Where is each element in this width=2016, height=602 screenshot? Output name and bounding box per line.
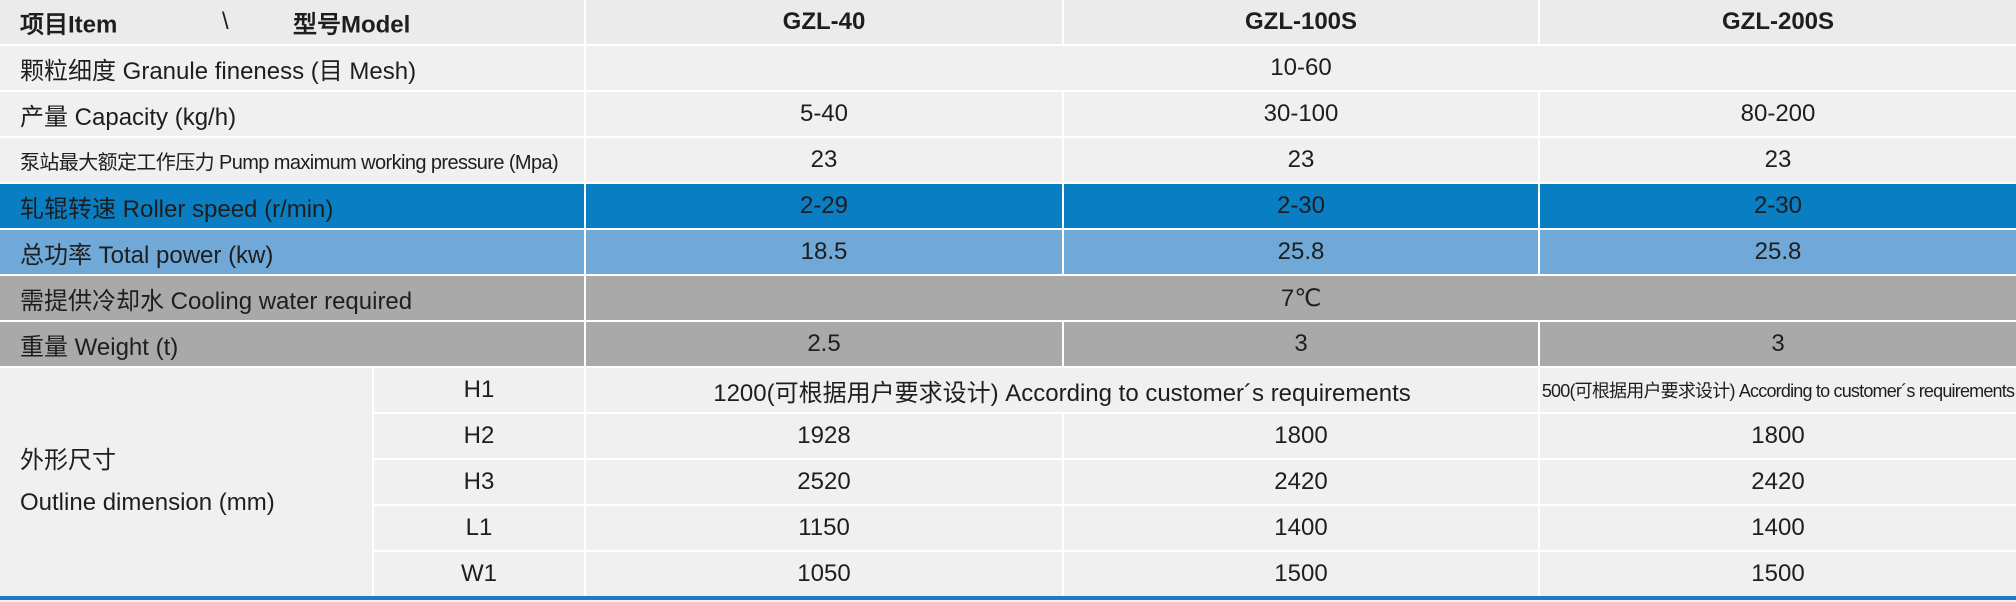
dimension-label-en: Outline dimension (mm) bbox=[20, 489, 275, 516]
dimension-sub-label: W1 bbox=[373, 550, 586, 599]
row-value: 7℃ bbox=[584, 274, 2016, 322]
dimension-label-cn: 外形尺寸 bbox=[20, 447, 116, 474]
dimension-row: H3 2520 2420 2420 bbox=[0, 458, 2016, 506]
dimension-sub-label: H2 bbox=[373, 412, 586, 460]
dimension-value: 1928 bbox=[584, 412, 1064, 460]
dimension-value: 2420 bbox=[1062, 458, 1540, 506]
row-value: 5-40 bbox=[584, 90, 1064, 138]
dimension-value: 1400 bbox=[1062, 504, 1540, 552]
model-name: GZL-40 bbox=[584, 0, 1064, 46]
dimension-value: 1500 bbox=[1062, 550, 1540, 599]
model-name: GZL-200S bbox=[1538, 0, 2016, 46]
row-label: 泵站最大额定工作压力 Pump maximum working pressure… bbox=[0, 136, 586, 184]
dimension-value: 1200(可根据用户要求设计) According to customer´s … bbox=[584, 366, 1540, 414]
row-value: 30-100 bbox=[1062, 90, 1540, 138]
row-value: 23 bbox=[1062, 136, 1540, 184]
dimension-value: 1500 bbox=[1538, 550, 2016, 599]
dimension-row: 外形尺寸 Outline dimension (mm) H1 1200(可根据用户要求… bbox=[0, 366, 2016, 599]
row-value: 2.5 bbox=[584, 320, 1064, 368]
dimension-value: 500(可根据用户要求设计) According to customer´s r… bbox=[1538, 366, 2016, 414]
dimension-value: 2520 bbox=[584, 458, 1064, 506]
dimension-value: 1050 bbox=[584, 550, 1064, 599]
dimension-value: 2420 bbox=[1538, 458, 2016, 506]
dimension-row: H2 1928 1800 1800 bbox=[0, 412, 2016, 460]
row-value: 2-30 bbox=[1538, 182, 2016, 230]
spec-row: 需提供冷却水 Cooling water required 7℃ bbox=[0, 274, 2016, 322]
row-value: 18.5 bbox=[584, 228, 1064, 276]
dimension-sub-label: H3 bbox=[373, 458, 586, 506]
header-cell: 项目Item \ 型号Model bbox=[0, 0, 586, 46]
row-label: 轧辊转速 Roller speed (r/min) bbox=[0, 182, 586, 230]
row-value: 23 bbox=[1538, 136, 2016, 184]
row-label: 重量 Weight (t) bbox=[0, 320, 586, 368]
spec-row: 泵站最大额定工作压力 Pump maximum working pressure… bbox=[0, 136, 2016, 184]
row-value: 2-30 bbox=[1062, 182, 1540, 230]
dimension-label: 外形尺寸 Outline dimension (mm) bbox=[0, 366, 374, 599]
row-value: 3 bbox=[1062, 320, 1540, 368]
model-name: GZL-100S bbox=[1062, 0, 1540, 46]
dimension-value: 1800 bbox=[1062, 412, 1540, 460]
row-value: 80-200 bbox=[1538, 90, 2016, 138]
row-value: 10-60 bbox=[584, 44, 2016, 92]
row-label: 需提供冷却水 Cooling water required bbox=[0, 274, 586, 322]
spec-row: 轧辊转速 Roller speed (r/min) 2-29 2-30 2-30 bbox=[0, 182, 2016, 230]
model-header: 型号Model bbox=[293, 11, 411, 39]
dimension-value: 1400 bbox=[1538, 504, 2016, 552]
row-value: 23 bbox=[584, 136, 1064, 184]
dimension-value: 1150 bbox=[584, 504, 1064, 552]
dimension-value: 1800 bbox=[1538, 412, 2016, 460]
dimension-sub-label: H1 bbox=[372, 366, 586, 414]
header-row: 项目Item \ 型号Model GZL-40 GZL-100S GZL-200S bbox=[0, 0, 2016, 46]
dimension-sub-label: L1 bbox=[373, 504, 586, 552]
row-value: 2-29 bbox=[584, 182, 1064, 230]
spec-row: 颗粒细度 Granule fineness (目 Mesh) 10-60 bbox=[0, 44, 2016, 92]
spec-row: 重量 Weight (t) 2.5 3 3 bbox=[0, 320, 2016, 368]
row-value: 25.8 bbox=[1538, 228, 2016, 276]
row-value: 25.8 bbox=[1062, 228, 1540, 276]
row-label: 颗粒细度 Granule fineness (目 Mesh) bbox=[0, 44, 586, 92]
dimension-row: W1 1050 1500 1500 bbox=[0, 550, 2016, 599]
row-value: 3 bbox=[1538, 320, 2016, 368]
row-label: 产量 Capacity (kg/h) bbox=[0, 90, 586, 138]
separator: \ bbox=[222, 8, 229, 35]
item-header: 项目Item bbox=[20, 11, 118, 39]
row-label: 总功率 Total power (kw) bbox=[0, 228, 586, 276]
spec-row: 产量 Capacity (kg/h) 5-40 30-100 80-200 bbox=[0, 90, 2016, 138]
dimension-row: L1 1150 1400 1400 bbox=[0, 504, 2016, 552]
spec-row: 总功率 Total power (kw) 18.5 25.8 25.8 bbox=[0, 228, 2016, 276]
